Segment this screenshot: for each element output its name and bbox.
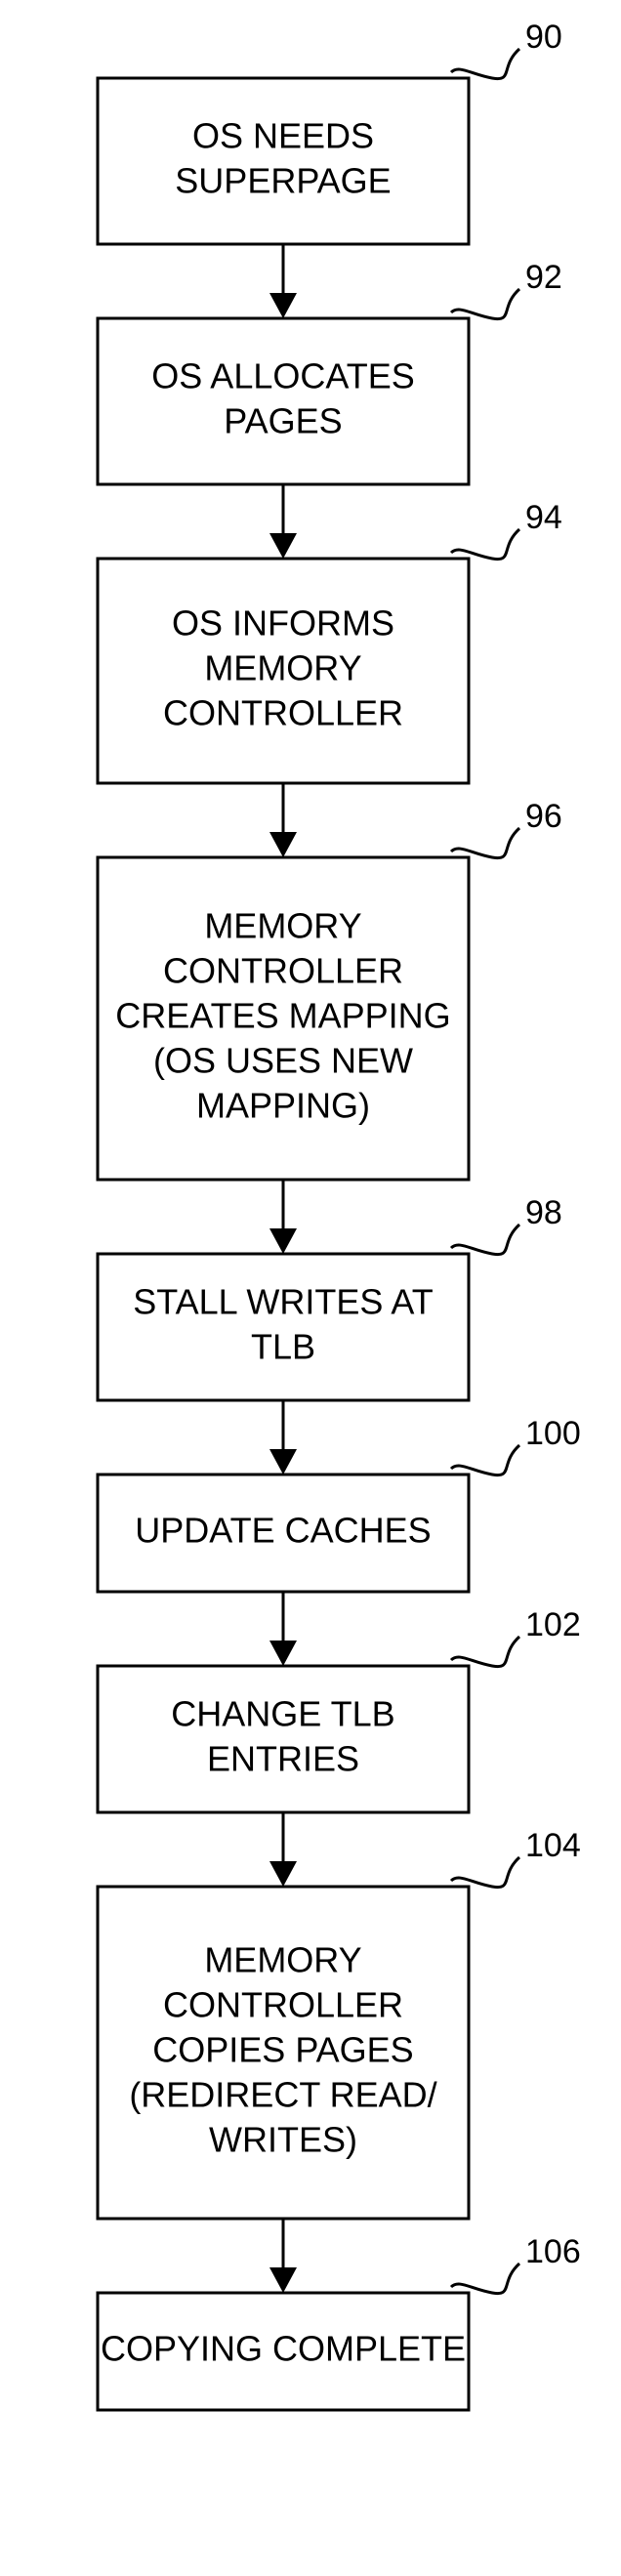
flow-box-104-line-0: MEMORY — [204, 1940, 361, 1980]
arrowhead-b90-b92 — [269, 293, 297, 318]
ref-leader-92 — [451, 289, 519, 319]
ref-leader-104 — [451, 1857, 519, 1888]
ref-leader-100 — [451, 1445, 519, 1475]
flow-box-104-line-2: COPIES PAGES — [152, 2030, 413, 2070]
flow-box-104-line-4: WRITES) — [209, 2120, 357, 2160]
ref-leader-94 — [451, 529, 519, 560]
ref-leader-96 — [451, 828, 519, 858]
flow-box-92-line-1: PAGES — [224, 401, 342, 441]
flow-box-104-line-1: CONTROLLER — [163, 1985, 403, 2025]
arrowhead-b96-b98 — [269, 1228, 297, 1254]
ref-label-98: 98 — [525, 1194, 562, 1231]
ref-label-96: 96 — [525, 798, 562, 835]
flow-box-90-line-1: SUPERPAGE — [175, 161, 391, 201]
ref-leader-102 — [451, 1637, 519, 1667]
flow-box-102-line-0: CHANGE TLB — [171, 1694, 394, 1734]
flow-box-98-line-1: TLB — [251, 1327, 315, 1367]
flow-box-98-line-0: STALL WRITES AT — [133, 1282, 433, 1322]
ref-leader-98 — [451, 1225, 519, 1255]
flow-box-96-line-1: CONTROLLER — [163, 951, 403, 991]
ref-leader-90 — [451, 49, 519, 79]
ref-label-90: 90 — [525, 19, 562, 56]
flow-box-96-line-4: MAPPING) — [196, 1086, 370, 1126]
flow-box-106-line-0: COPYING COMPLETE — [101, 2329, 466, 2369]
flow-box-102-line-1: ENTRIES — [207, 1739, 359, 1779]
flow-box-94-line-2: CONTROLLER — [163, 693, 403, 733]
flow-box-100-line-0: UPDATE CACHES — [135, 1511, 431, 1551]
ref-label-100: 100 — [525, 1415, 581, 1452]
flowchart-container: OS NEEDS SUPERPAGE 90 OS ALLOCATES PAGES 92 OS… — [0, 0, 621, 2576]
flow-box-94-line-0: OS INFORMS — [172, 603, 394, 644]
flow-box-96-line-2: CREATES MAPPING — [115, 996, 450, 1036]
ref-label-94: 94 — [525, 499, 562, 536]
ref-leader-106 — [451, 2264, 519, 2294]
arrowhead-b98-b100 — [269, 1449, 297, 1475]
ref-label-92: 92 — [525, 259, 562, 296]
arrowhead-b94-b96 — [269, 832, 297, 857]
arrowhead-b102-b104 — [269, 1861, 297, 1887]
flow-box-104-line-3: (REDIRECT READ/ — [129, 2075, 436, 2115]
flow-box-92-line-0: OS ALLOCATES — [151, 356, 414, 396]
ref-label-104: 104 — [525, 1827, 581, 1864]
flow-box-96-line-3: (OS USES NEW — [153, 1041, 413, 1081]
ref-label-106: 106 — [525, 2233, 581, 2270]
ref-label-102: 102 — [525, 1606, 581, 1643]
flow-box-90-line-0: OS NEEDS — [192, 116, 374, 156]
arrowhead-b92-b94 — [269, 533, 297, 559]
flow-box-94-line-1: MEMORY — [204, 648, 361, 688]
arrowhead-b104-b106 — [269, 2267, 297, 2293]
flow-box-96-line-0: MEMORY — [204, 906, 361, 946]
arrowhead-b100-b102 — [269, 1641, 297, 1666]
